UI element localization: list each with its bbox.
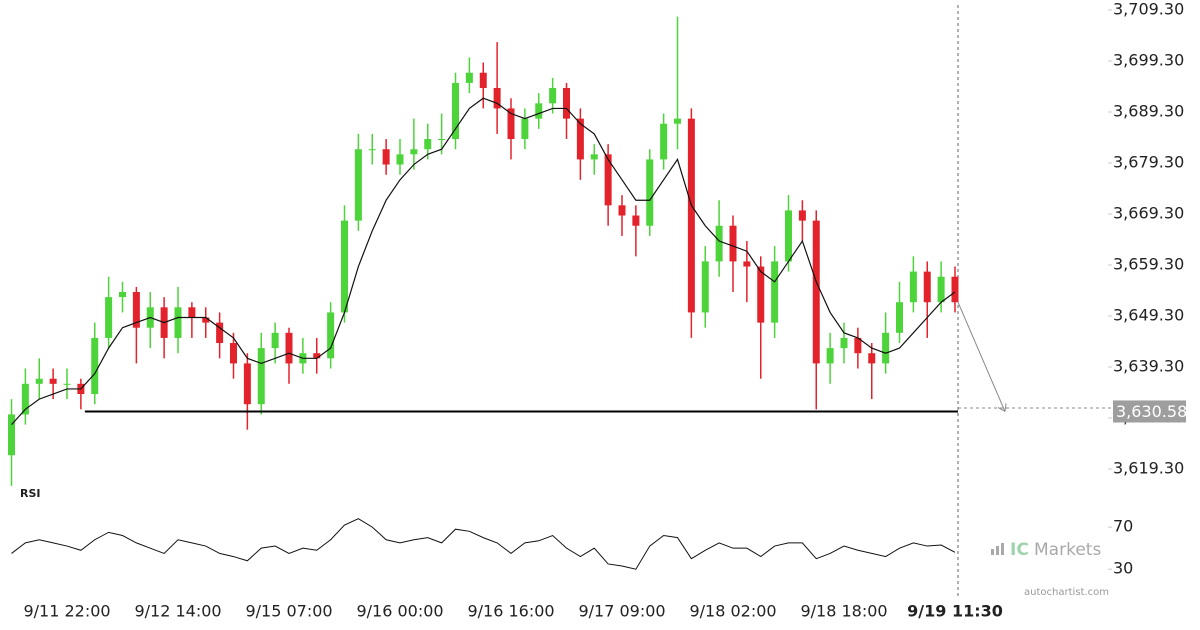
- candle-body: [452, 82, 459, 140]
- y-tick-label: 3,669.30: [1113, 203, 1184, 222]
- candle-body: [535, 103, 543, 119]
- rsi-line: [11, 518, 956, 570]
- candle-body: [549, 88, 557, 104]
- candle-body: [396, 154, 404, 165]
- candle-body: [826, 348, 834, 364]
- x-tick-label: 9/18 02:00: [689, 602, 776, 621]
- candle-body: [604, 154, 612, 206]
- candle-body: [909, 271, 917, 303]
- level-label-box: [1113, 400, 1186, 423]
- candle-body: [674, 118, 681, 124]
- candle-body: [757, 266, 765, 323]
- forecast-arrow-head: [997, 403, 1007, 412]
- y-tick-label: 3,639.30: [1113, 356, 1184, 375]
- level-label: 3,630.58: [1116, 402, 1187, 421]
- x-tick-label: 9/15 07:00: [245, 602, 332, 621]
- candle-body: [216, 322, 224, 344]
- candle-body: [743, 261, 751, 267]
- x-tick-label: 9/16 00:00: [356, 602, 443, 621]
- candle-body: [49, 378, 57, 384]
- x-tick-label: 9/18 18:00: [800, 602, 887, 621]
- candle-body: [341, 220, 348, 313]
- candle-body: [660, 123, 668, 160]
- logo-bars: [991, 543, 1004, 555]
- rsi-tick-label: 70: [1113, 517, 1133, 536]
- y-tick-label: 3,679.30: [1113, 152, 1184, 171]
- candle-body: [230, 343, 237, 364]
- candle-body: [174, 307, 182, 338]
- forecast-arrow: [957, 302, 1006, 412]
- candle-body: [8, 414, 15, 456]
- candle-body: [715, 225, 723, 262]
- y-tick-label: 3,699.30: [1113, 50, 1184, 69]
- candle-body: [854, 337, 862, 354]
- candle-body: [465, 72, 473, 83]
- candle-body: [21, 383, 29, 415]
- candle-body: [812, 220, 820, 364]
- candle-body: [576, 118, 584, 160]
- candle-body: [243, 363, 251, 405]
- rsi-title: RSI: [20, 487, 41, 500]
- x-tick-label: 9/16 16:00: [467, 602, 554, 621]
- candle-body: [368, 149, 376, 151]
- candle-body: [618, 205, 626, 216]
- y-tick-label: 3,689.30: [1113, 101, 1184, 120]
- candle-body: [257, 348, 265, 405]
- candle-body: [327, 312, 335, 359]
- candle-body: [285, 332, 293, 364]
- candle-body: [521, 118, 529, 140]
- candle-body: [438, 139, 446, 141]
- moving-average: [11, 97, 956, 426]
- candle-body: [91, 337, 99, 395]
- logo-ic: IC: [1010, 540, 1029, 560]
- candle-body: [951, 276, 959, 303]
- candle-body: [896, 302, 903, 333]
- candle-body: [313, 353, 321, 359]
- x-tick-label: 9/11 22:00: [23, 602, 110, 621]
- candle-body: [646, 159, 654, 226]
- candle-body: [840, 337, 848, 349]
- candle-body: [132, 292, 140, 328]
- candle-body: [701, 261, 709, 313]
- x-tick-label: 9/19 11:30: [907, 602, 1003, 621]
- candle-body: [202, 317, 210, 323]
- candle-body: [798, 210, 806, 221]
- x-tick-label: 9/12 14:00: [134, 602, 221, 621]
- candle-body: [188, 307, 196, 318]
- candle-body: [563, 88, 570, 119]
- candle-body: [882, 332, 890, 364]
- candle-body: [119, 292, 126, 298]
- candle-body: [63, 383, 71, 385]
- y-tick-label: 3,659.30: [1113, 254, 1184, 273]
- candle-body: [382, 149, 390, 165]
- candle-body: [35, 378, 43, 384]
- candle-body: [937, 276, 945, 303]
- y-tick-label: 3,649.30: [1113, 305, 1184, 324]
- candle-body: [923, 271, 931, 303]
- candle-body: [632, 215, 640, 226]
- source: autochartist.com: [1024, 587, 1109, 598]
- candle-body: [868, 353, 876, 364]
- logo-markets: Markets: [1034, 540, 1101, 560]
- candle-body: [590, 154, 598, 160]
- y-tick-label: 3,619.30: [1113, 458, 1184, 477]
- candle-body: [424, 139, 432, 150]
- candle-body: [493, 88, 501, 109]
- candle-body: [729, 225, 737, 262]
- candle-body: [479, 72, 487, 89]
- candle-body: [410, 149, 418, 155]
- candle-body: [687, 118, 695, 313]
- candle-body: [507, 108, 515, 140]
- x-tick-label: 9/17 09:00: [578, 602, 665, 621]
- candle-body: [771, 261, 779, 323]
- candle-body: [354, 149, 362, 221]
- y-tick-label: 3,709.30: [1113, 0, 1184, 18]
- rsi-tick-label: 30: [1113, 559, 1133, 578]
- candle-body: [105, 297, 113, 338]
- candle-body: [785, 210, 792, 262]
- candle-body: [271, 332, 279, 349]
